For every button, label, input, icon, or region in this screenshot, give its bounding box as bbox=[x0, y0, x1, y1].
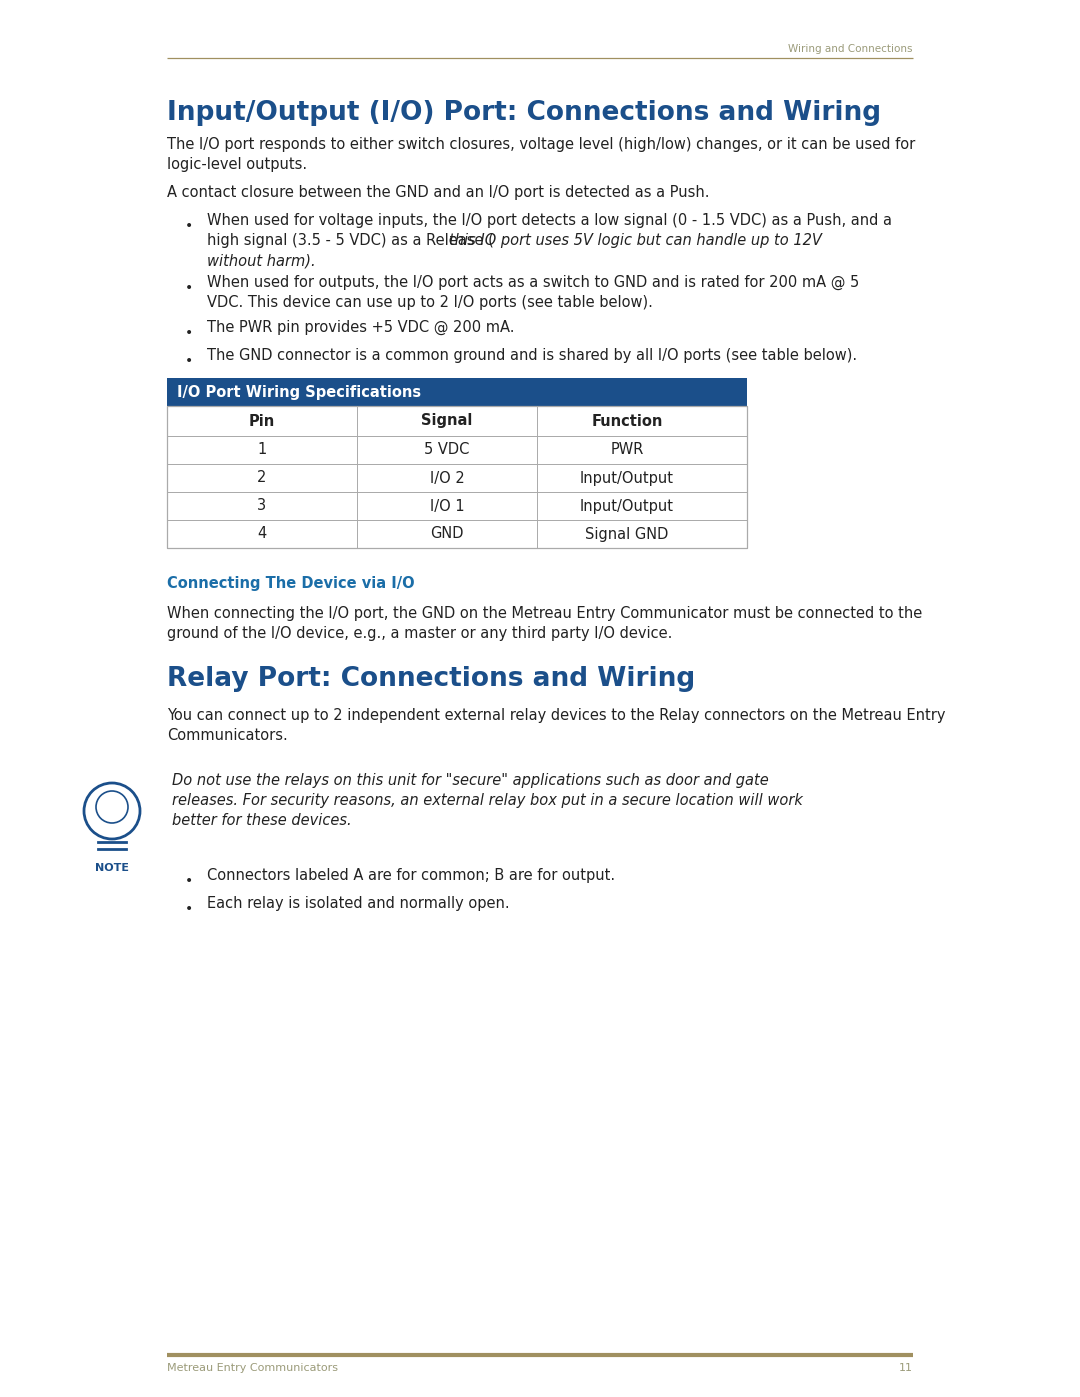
Text: 3: 3 bbox=[257, 499, 267, 514]
Text: Wiring and Connections: Wiring and Connections bbox=[788, 43, 913, 54]
Text: Signal: Signal bbox=[421, 414, 473, 429]
Text: Input/Output: Input/Output bbox=[580, 499, 674, 514]
Text: Signal GND: Signal GND bbox=[585, 527, 669, 542]
Text: Communicators.: Communicators. bbox=[167, 728, 287, 743]
Text: Connectors labeled A are for common; B are for output.: Connectors labeled A are for common; B a… bbox=[207, 868, 616, 883]
Text: The PWR pin provides +5 VDC @ 200 mA.: The PWR pin provides +5 VDC @ 200 mA. bbox=[207, 320, 514, 335]
Text: VDC. This device can use up to 2 I/O ports (see table below).: VDC. This device can use up to 2 I/O por… bbox=[207, 295, 653, 310]
Text: •: • bbox=[185, 353, 193, 367]
Text: Do not use the relays on this unit for "secure" applications such as door and ga: Do not use the relays on this unit for "… bbox=[172, 773, 769, 788]
Text: I/O 2: I/O 2 bbox=[430, 471, 464, 486]
Text: •: • bbox=[185, 219, 193, 233]
Bar bbox=[167, 407, 747, 436]
Text: Input/Output (I/O) Port: Connections and Wiring: Input/Output (I/O) Port: Connections and… bbox=[167, 101, 881, 126]
Text: high signal (3.5 - 5 VDC) as a Release (: high signal (3.5 - 5 VDC) as a Release ( bbox=[207, 233, 494, 249]
Text: Relay Port: Connections and Wiring: Relay Port: Connections and Wiring bbox=[167, 666, 696, 692]
Text: 5 VDC: 5 VDC bbox=[424, 443, 470, 457]
Text: Each relay is isolated and normally open.: Each relay is isolated and normally open… bbox=[207, 895, 510, 911]
Text: Input/Output: Input/Output bbox=[580, 471, 674, 486]
Text: •: • bbox=[185, 875, 193, 888]
Text: GND: GND bbox=[430, 527, 463, 542]
Bar bbox=[167, 464, 747, 492]
Text: When connecting the I/O port, the GND on the Metreau Entry Communicator must be : When connecting the I/O port, the GND on… bbox=[167, 606, 922, 622]
Text: When used for outputs, the I/O port acts as a switch to GND and is rated for 200: When used for outputs, the I/O port acts… bbox=[207, 275, 860, 291]
Bar bbox=[167, 436, 747, 464]
Text: •: • bbox=[185, 902, 193, 916]
Circle shape bbox=[84, 782, 140, 840]
Circle shape bbox=[96, 791, 129, 823]
Text: •: • bbox=[185, 326, 193, 339]
Bar bbox=[167, 492, 747, 520]
Text: better for these devices.: better for these devices. bbox=[172, 813, 352, 828]
Text: You can connect up to 2 independent external relay devices to the Relay connecto: You can connect up to 2 independent exte… bbox=[167, 708, 945, 724]
Bar bbox=[167, 379, 747, 407]
Text: NOTE: NOTE bbox=[95, 863, 129, 873]
Text: Function: Function bbox=[592, 414, 663, 429]
Text: •: • bbox=[185, 281, 193, 295]
Text: without harm).: without harm). bbox=[207, 253, 315, 268]
Text: 1: 1 bbox=[257, 443, 267, 457]
Text: I/O 1: I/O 1 bbox=[430, 499, 464, 514]
Text: releases. For security reasons, an external relay box put in a secure location w: releases. For security reasons, an exter… bbox=[172, 793, 802, 807]
Text: Connecting The Device via I/O: Connecting The Device via I/O bbox=[167, 576, 415, 591]
Text: logic-level outputs.: logic-level outputs. bbox=[167, 156, 307, 172]
Text: Metreau Entry Communicators: Metreau Entry Communicators bbox=[167, 1363, 338, 1373]
Text: When used for voltage inputs, the I/O port detects a low signal (0 - 1.5 VDC) as: When used for voltage inputs, the I/O po… bbox=[207, 212, 892, 228]
Text: The I/O port responds to either switch closures, voltage level (high/low) change: The I/O port responds to either switch c… bbox=[167, 137, 915, 152]
Text: ground of the I/O device, e.g., a master or any third party I/O device.: ground of the I/O device, e.g., a master… bbox=[167, 626, 673, 641]
Text: 11: 11 bbox=[899, 1363, 913, 1373]
Text: The GND connector is a common ground and is shared by all I/O ports (see table b: The GND connector is a common ground and… bbox=[207, 348, 858, 363]
Text: this IO port uses 5V logic but can handle up to 12V: this IO port uses 5V logic but can handl… bbox=[449, 233, 822, 249]
Bar bbox=[167, 520, 747, 548]
Bar bbox=[167, 407, 747, 548]
Text: I/O Port Wiring Specifications: I/O Port Wiring Specifications bbox=[177, 384, 421, 400]
Text: 4: 4 bbox=[257, 527, 267, 542]
Text: A contact closure between the GND and an I/O port is detected as a Push.: A contact closure between the GND and an… bbox=[167, 184, 710, 200]
Text: PWR: PWR bbox=[610, 443, 644, 457]
Text: Pin: Pin bbox=[248, 414, 275, 429]
Text: 2: 2 bbox=[257, 471, 267, 486]
